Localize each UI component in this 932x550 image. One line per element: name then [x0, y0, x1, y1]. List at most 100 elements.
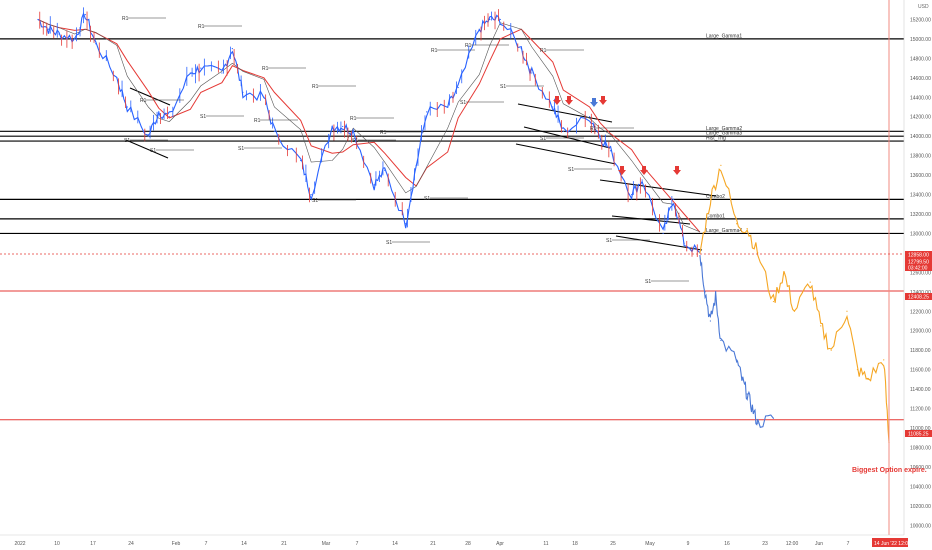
y-tick-22: 10800.00: [910, 445, 931, 451]
y-axis: 15200.00 15000.00 14800.00 14600.00 14400.00…: [910, 17, 931, 529]
y-tick-19: 11400.00: [910, 387, 931, 393]
x-tick-2: 17: [90, 541, 96, 547]
series-0-point-31: [489, 18, 491, 21]
trend-channel-0[interactable]: [129, 87, 171, 106]
x-tick-16: 25: [610, 541, 616, 547]
series-0-point-19: [310, 193, 312, 196]
s-label-12: S1: [460, 100, 466, 106]
series-0-point-13: [221, 72, 223, 74]
series-0-point-24: [384, 169, 386, 171]
y-tick-15: 12200.00: [910, 309, 931, 315]
series-0-point-27: [426, 111, 428, 113]
r-label-10: R1: [140, 98, 147, 104]
price-series: [37, 7, 701, 257]
series-1-point-5: [736, 359, 738, 361]
trend-channel-6[interactable]: [611, 215, 691, 225]
x-tick-1: 10: [54, 541, 60, 547]
y-tick-6: 14000.00: [910, 134, 931, 140]
y-tick-25: 10200.00: [910, 504, 931, 510]
arrow-down-icon-1: [565, 96, 573, 105]
y-tick-26: 10000.00: [910, 523, 931, 529]
series-0-point-9: [158, 111, 160, 113]
s-label-11: S1: [150, 148, 156, 154]
price-badge-2: [905, 264, 932, 271]
x-tick-9: 7: [356, 541, 359, 547]
s-label-9: S1: [645, 279, 651, 285]
x-tick-4: Feb: [172, 541, 181, 547]
series-2-point-10: [820, 325, 822, 327]
y-tick-18: 11600.00: [910, 368, 931, 374]
series-0-point-15: [242, 91, 244, 94]
series-2-point-1: [709, 198, 711, 201]
series-line-1[interactable]: [699, 255, 774, 428]
level-label-0: Large_Gamma1: [706, 33, 742, 39]
s-label-5: S1: [386, 240, 392, 246]
s-label-7: S1: [568, 167, 574, 173]
y-tick-13: 12600.00: [910, 270, 931, 276]
x-tick-23: 7: [847, 541, 850, 547]
series-0-point-32: [499, 18, 501, 21]
cursor-date-badge: 14 Jun '22 12:00: [872, 538, 911, 547]
series-0-point-12: [200, 67, 202, 69]
svg-text:14 Jun '22 12:00: 14 Jun '22 12:00: [874, 541, 911, 547]
series-2-point-12: [846, 310, 848, 312]
series-0-point-21: [342, 125, 344, 128]
x-tick-18: 9: [687, 541, 690, 547]
arrow-down-icon-3: [599, 96, 607, 105]
series-0-point-28: [447, 106, 449, 108]
x-tick-12: 28: [465, 541, 471, 547]
trend-channel-3[interactable]: [523, 126, 611, 149]
series-0-point-11: [189, 72, 191, 74]
level-label-6: Large_Gamma4: [706, 228, 742, 234]
x-tick-21: 12:00: [786, 541, 799, 547]
series-0-point-23: [373, 184, 375, 186]
series-0-point-44: [683, 242, 685, 244]
y-tick-3: 14600.00: [910, 76, 931, 82]
y-tick-7: 13800.00: [910, 154, 931, 160]
series-2-point-2: [720, 164, 722, 166]
series-0-point-41: [641, 179, 643, 181]
trend-channel-1[interactable]: [125, 139, 169, 159]
x-axis: 2022 10 17 24 Feb 7 14 21 Mar 7 14 21 28 Apr 11 18 25 May…: [14, 541, 883, 547]
trend-channel-4[interactable]: [515, 143, 617, 165]
price-badge-text-3: 12408.25: [908, 295, 929, 301]
series-0-point-20: [331, 125, 333, 128]
r-label-9: R1: [590, 126, 597, 132]
projection-series: [699, 164, 890, 444]
x-tick-7: 21: [281, 541, 287, 547]
s-label-6: S1: [500, 84, 506, 90]
series-0-point-10: [168, 116, 170, 118]
s-label-4: S1: [424, 196, 430, 202]
series-2-point-4: [746, 227, 748, 230]
s-label-2: S1: [312, 198, 318, 204]
series-0-point-0: [37, 18, 39, 21]
series-0-point-29: [457, 86, 459, 89]
series-0-point-40: [630, 193, 633, 196]
s-label-1: S1: [238, 146, 244, 152]
x-axis-panel[interactable]: [0, 535, 904, 550]
y-axis-panel[interactable]: [904, 0, 932, 550]
x-tick-19: 16: [724, 541, 730, 547]
price-badge-1: [905, 258, 932, 265]
x-tick-13: Apr: [496, 541, 504, 547]
series-0-point-5: [95, 43, 97, 45]
arrow-down-icon-2: [590, 98, 598, 107]
series-0-point-3: [74, 38, 76, 40]
series-1-point-1: [704, 291, 706, 293]
y-tick-8: 13600.00: [910, 173, 931, 179]
series-0-point-36: [562, 130, 564, 132]
trend-channels: [125, 87, 717, 251]
series-0-point-43: [673, 198, 675, 201]
series-0-point-22: [352, 130, 354, 132]
series-2-point-3: [736, 223, 738, 225]
trend-channel-5[interactable]: [599, 179, 717, 197]
price-badge-3: [905, 293, 932, 300]
series-1-point-4: [720, 339, 722, 342]
x-tick-8: Mar: [322, 541, 331, 547]
price-badge-4: [905, 430, 932, 437]
y-tick-20: 11200.00: [910, 407, 931, 413]
series-2-point-7: [783, 271, 785, 273]
trend-channel-2[interactable]: [517, 103, 613, 123]
